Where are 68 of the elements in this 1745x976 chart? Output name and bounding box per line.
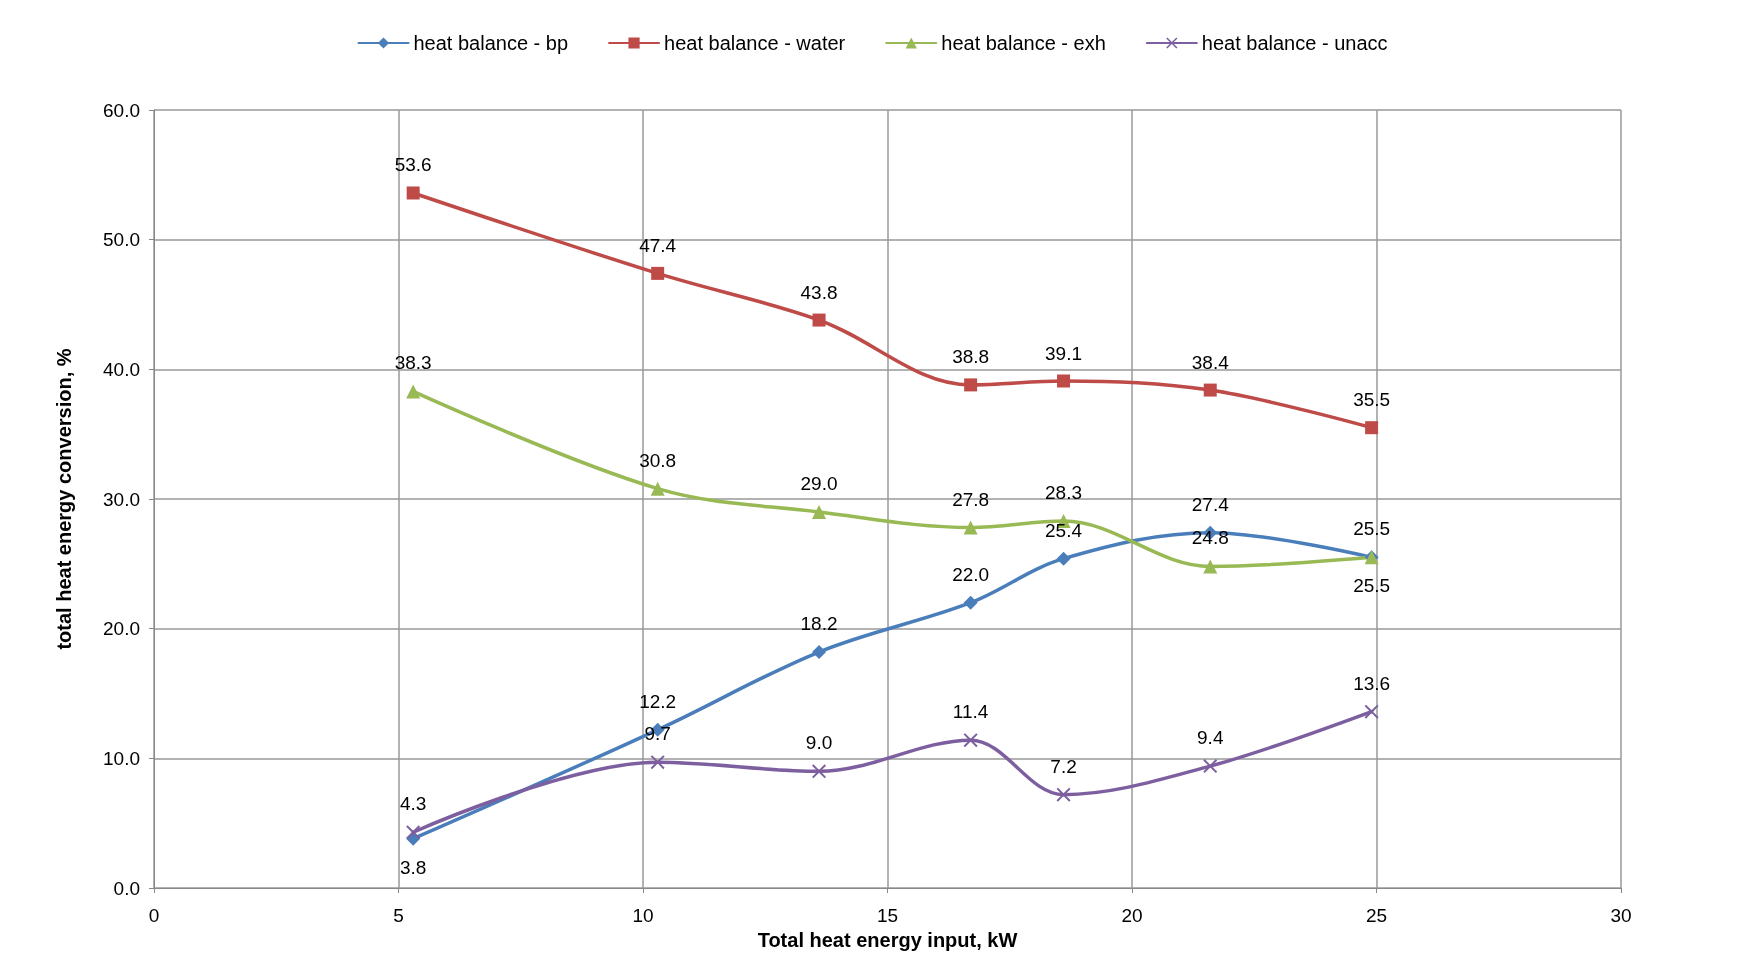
y-tick-label: 30.0: [103, 488, 140, 510]
x-tick-label: 30: [1610, 905, 1632, 926]
point: [406, 384, 421, 399]
data-label: 22.0: [952, 563, 990, 585]
data-label: 13.6: [1353, 672, 1391, 694]
point: [406, 825, 421, 840]
data-label: 25.4: [1045, 519, 1083, 541]
legend-label: heat balance - unacc: [1201, 32, 1388, 54]
y-tick-label: 60.0: [103, 99, 140, 121]
point: [812, 313, 826, 327]
y-tick-label: 0.0: [113, 877, 140, 899]
point: [1203, 759, 1218, 774]
point: [650, 755, 665, 770]
data-label: 7.2: [1050, 755, 1077, 777]
data-label: 38.8: [952, 346, 990, 368]
point: [1203, 559, 1218, 574]
data-label: 4.3: [399, 793, 427, 815]
point: [406, 186, 420, 200]
y-tick-label: 10.0: [103, 747, 140, 769]
point: [1056, 551, 1071, 566]
point: [650, 481, 665, 496]
legend-label: heat balance - exh: [941, 32, 1106, 54]
point: [651, 266, 665, 280]
y-axis-title: total heat energy conversion, %: [53, 348, 75, 650]
y-tick-label: 20.0: [103, 618, 140, 640]
data-label: 39.1: [1045, 342, 1083, 364]
point: [1203, 383, 1217, 397]
point: [963, 733, 978, 748]
x-tick-label: 25: [1365, 905, 1388, 926]
point: [964, 378, 978, 392]
data-label: 25.5: [1353, 575, 1391, 597]
data-label: 27.4: [1191, 493, 1230, 515]
y-tick-label: 40.0: [103, 358, 140, 380]
x-axis-title: Total heat energy input, kW: [757, 929, 1018, 951]
data-label: 12.2: [639, 690, 677, 712]
point: [1365, 421, 1379, 435]
data-label: 53.6: [394, 154, 432, 176]
point: [963, 595, 978, 610]
data-label: 27.8: [952, 488, 990, 510]
data-label: 28.3: [1045, 482, 1083, 504]
data-label: 35.5: [1353, 389, 1391, 411]
point: [812, 764, 827, 779]
data-label: 29.0: [800, 472, 838, 494]
y-tick-label: 50.0: [103, 229, 140, 251]
data-label: 18.2: [800, 613, 838, 635]
legend-label: heat balance - bp: [413, 32, 569, 54]
point: [812, 645, 827, 660]
x-tick-label: 0: [148, 905, 160, 926]
point: [1364, 704, 1379, 719]
data-label: 43.8: [800, 281, 838, 303]
data-label: 30.8: [639, 449, 677, 471]
x-tick-label: 10: [632, 905, 654, 926]
data-label: 9.0: [805, 732, 833, 754]
data-label: 25.5: [1353, 518, 1391, 540]
data-label: 47.4: [639, 234, 677, 256]
point: [1057, 374, 1071, 388]
legend-label: heat balance - water: [664, 32, 846, 54]
x-tick-label: 20: [1121, 905, 1143, 926]
data-label: 11.4: [952, 701, 989, 723]
data-label: 3.8: [399, 856, 427, 878]
x-tick-label: 5: [393, 905, 404, 926]
data-label: 9.4: [1197, 727, 1224, 749]
point: [1056, 787, 1071, 802]
data-label: 38.4: [1191, 351, 1230, 373]
data-label: 38.3: [394, 352, 432, 374]
x-tick-label: 15: [876, 905, 899, 926]
point: [812, 504, 827, 519]
point: [963, 520, 978, 535]
